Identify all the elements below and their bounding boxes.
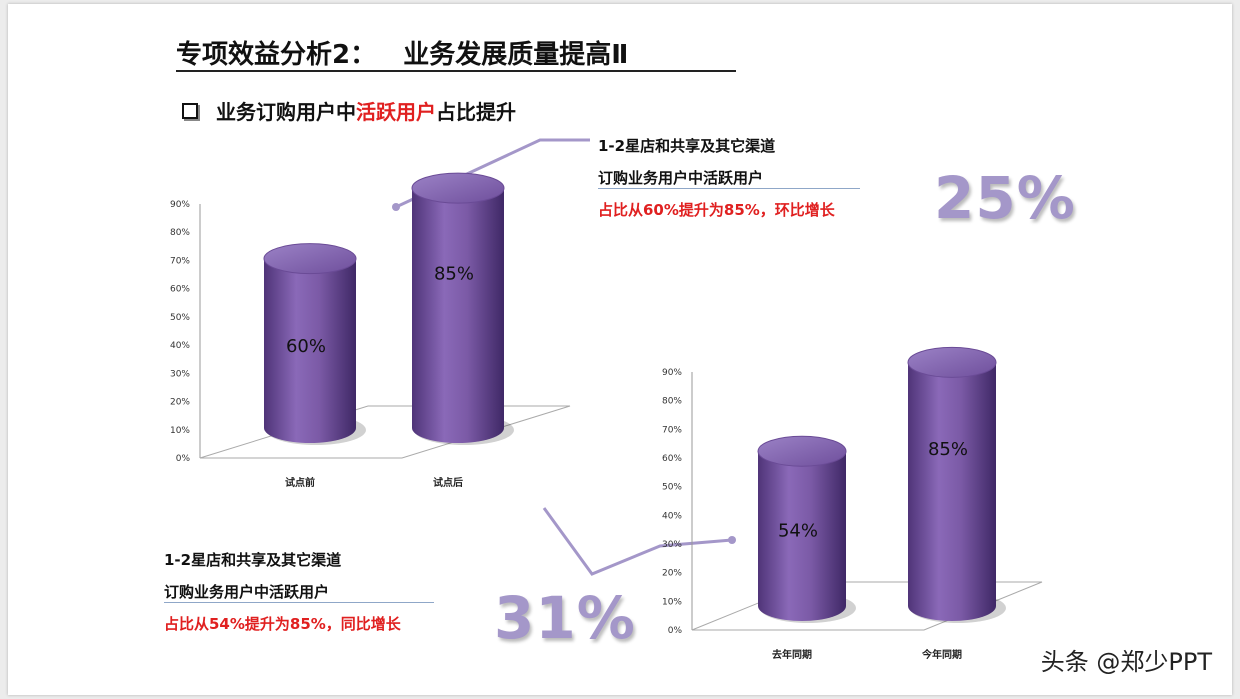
y-tick-label: 90% xyxy=(170,200,190,210)
chart-2: 0% 10% 20% 30% 40% 50% 60% 70% 80% 90% 54% 去年同期 85% 今… xyxy=(662,346,1043,661)
chart-floor xyxy=(199,405,571,459)
annotation-2-line2: 订购业务用户中活跃用户 xyxy=(164,583,330,601)
annotation-1-line1: 1-2星店和共享及其它渠道 xyxy=(598,137,776,155)
bar-1 xyxy=(758,451,846,621)
y-tick-label: 10% xyxy=(170,426,190,436)
data-label: 54% xyxy=(778,520,818,541)
data-label: 85% xyxy=(434,263,474,284)
annotation-1-rule xyxy=(598,188,860,189)
y-tick-label: 70% xyxy=(170,256,190,266)
connector-dot-2 xyxy=(728,536,736,544)
bar-top-1 xyxy=(757,435,847,467)
y-tick-label: 70% xyxy=(662,425,682,435)
y-tick-label: 90% xyxy=(662,368,682,378)
annotation-1-line2: 订购业务用户中活跃用户 xyxy=(598,169,764,187)
y-tick-label: 50% xyxy=(662,483,682,493)
y-tick-label: 80% xyxy=(662,397,682,407)
category-label: 试点后 xyxy=(433,476,463,489)
annotation-2-rule xyxy=(164,602,434,603)
category-label: 今年同期 xyxy=(921,648,962,661)
subtitle-highlight: 活跃用户 xyxy=(356,100,436,124)
y-tick-label: 20% xyxy=(170,398,190,408)
bar-1 xyxy=(264,258,356,443)
annotation-2-line1: 1-2星店和共享及其它渠道 xyxy=(164,551,342,569)
annotation-2-line3: 占比从54%提升为85%，同比增长 xyxy=(164,615,401,633)
subtitle: 业务订购用户中 活跃用户 占比提升 xyxy=(182,96,516,125)
y-tick-label: 60% xyxy=(170,285,190,295)
connector-line-2 xyxy=(542,507,733,576)
annotation-2: 1-2星店和共享及其它渠道 订购业务用户中活跃用户 占比从54%提升为85%，同… xyxy=(164,544,401,640)
bar-top-2 xyxy=(411,172,505,204)
y-tick-label: 60% xyxy=(662,454,682,464)
y-tick-label: 40% xyxy=(170,341,190,351)
bar-top-1 xyxy=(263,243,357,275)
growth-value-31: 31% xyxy=(494,584,636,652)
page-title: 专项效益分析2： 业务发展质量提高Ⅱ xyxy=(176,40,629,70)
category-label: 去年同期 xyxy=(772,648,812,661)
y-tick-label: 40% xyxy=(662,511,682,521)
annotation-1-line3: 占比从60%提升为85%，环比增长 xyxy=(598,201,835,219)
y-tick-label: 30% xyxy=(170,369,190,379)
bar-2 xyxy=(908,362,996,621)
subtitle-prefix: 业务订购用户中 xyxy=(216,100,356,124)
y-tick-label: 20% xyxy=(662,569,682,579)
connector-dot-1 xyxy=(392,203,400,211)
growth-value-25: 25% xyxy=(934,164,1076,232)
slide: 专项效益分析2： 业务发展质量提高Ⅱ 业务订购用户中 活跃用户 占比提升 1-2星店… xyxy=(8,4,1232,695)
chart-1: 0% 10% 20% 30% 40% 50% 60% 70% 80% 90% 60% 试点前 85% 试点… xyxy=(170,172,571,489)
annotation-1: 1-2星店和共享及其它渠道 订购业务用户中活跃用户 占比从60%提升为85%，环… xyxy=(598,130,835,226)
data-label: 85% xyxy=(928,439,968,460)
bar-top-2 xyxy=(907,346,997,378)
y-tick-label: 50% xyxy=(170,313,190,323)
data-label: 60% xyxy=(286,336,326,357)
y-tick-label: 0% xyxy=(668,626,683,636)
y-tick-label: 0% xyxy=(176,454,191,464)
watermark: 头条 @郑少PPT xyxy=(1040,648,1212,676)
bar-2 xyxy=(412,188,504,443)
subtitle-suffix: 占比提升 xyxy=(436,100,516,124)
y-tick-label: 30% xyxy=(662,540,682,550)
category-label: 试点前 xyxy=(285,476,315,489)
title-underline xyxy=(176,70,736,72)
y-tick-label: 80% xyxy=(170,228,190,238)
y-tick-label: 10% xyxy=(662,597,682,607)
square-bullet-icon xyxy=(182,102,198,119)
